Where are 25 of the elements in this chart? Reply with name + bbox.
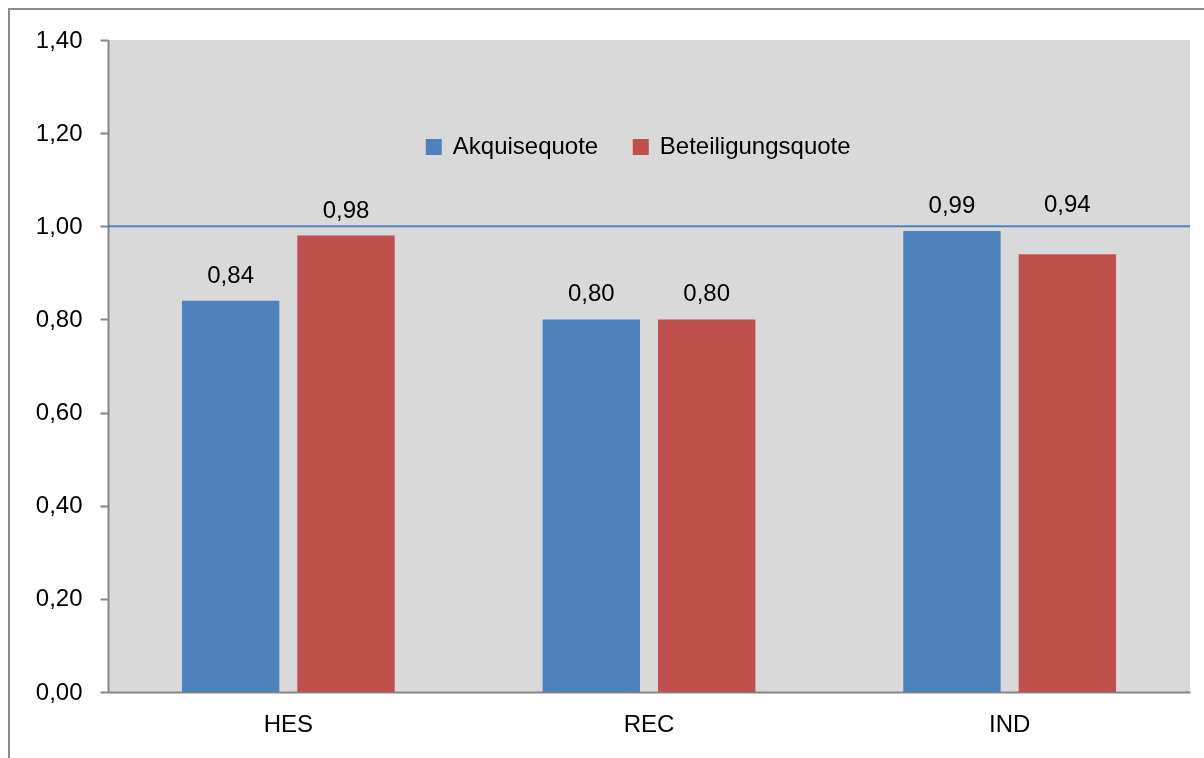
y-tick-label: 0,60 — [35, 398, 83, 426]
data-label: 0,80 — [567, 279, 615, 307]
bar — [297, 235, 395, 692]
y-tick-label: 0,80 — [35, 304, 83, 332]
y-tick-label: 0,40 — [35, 491, 83, 519]
data-label: 0,84 — [207, 260, 254, 288]
data-label: 0,99 — [928, 190, 976, 218]
legend-label: Akquisequote — [452, 132, 599, 159]
y-tick-label: 0,20 — [35, 584, 83, 612]
y-tick-label: 1,40 — [35, 25, 83, 53]
data-label: 0,80 — [683, 279, 731, 307]
data-label: 0,94 — [1044, 190, 1091, 218]
bar — [1018, 254, 1117, 692]
data-label: 0,98 — [322, 195, 370, 223]
x-tick-label: IND — [988, 709, 1031, 737]
bar — [658, 319, 756, 692]
y-tick-label: 0,00 — [35, 677, 83, 705]
bar — [903, 230, 1001, 692]
bar — [181, 300, 280, 692]
y-tick-label: 1,00 — [35, 211, 83, 239]
x-tick-label: REC — [623, 709, 675, 737]
x-tick-label: HES — [263, 709, 314, 737]
y-tick-label: 1,20 — [35, 118, 83, 146]
legend-label: Beteiligungsquote — [659, 132, 851, 159]
bar — [542, 319, 640, 692]
